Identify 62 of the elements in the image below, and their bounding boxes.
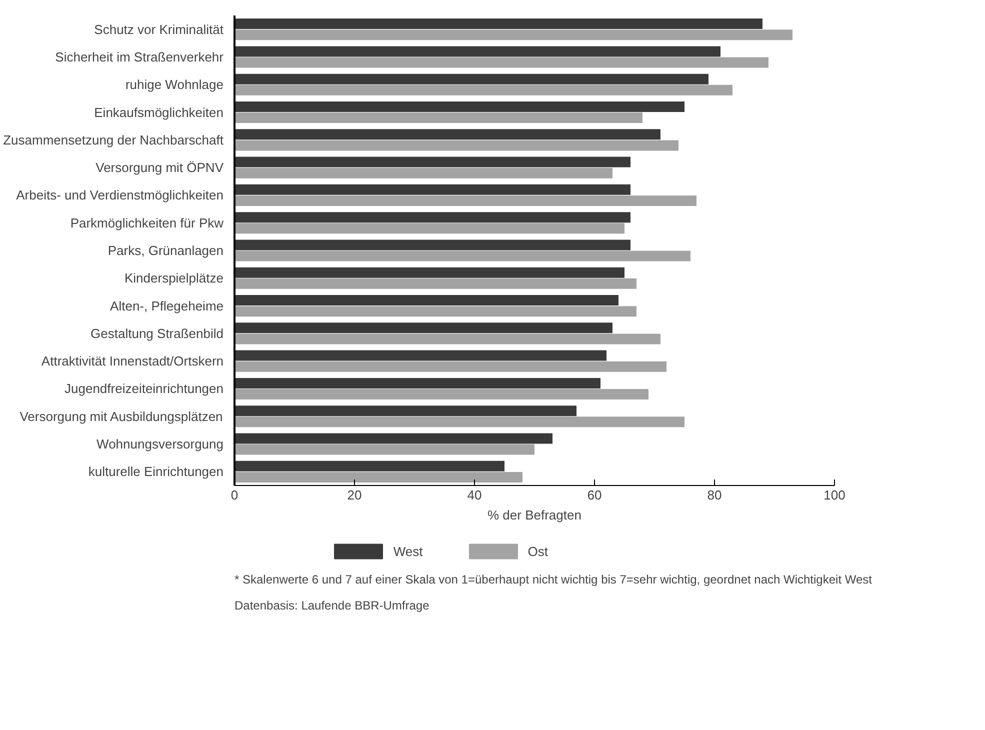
- bar: [234, 184, 630, 195]
- bar: [234, 460, 504, 472]
- y-tick-label: Schutz vor Kriminalität: [94, 22, 224, 37]
- bar: [234, 433, 552, 444]
- x-tick-label: 0: [230, 488, 238, 502]
- legend-label: West: [393, 544, 423, 558]
- bar: [234, 406, 576, 416]
- y-tick-label: Kinderspielplätze: [124, 270, 224, 286]
- bar: [234, 212, 630, 223]
- bar: [234, 223, 624, 234]
- x-tick-label: 80: [707, 488, 722, 502]
- y-tick-label: Gestaltung Straßenbild: [90, 326, 224, 341]
- y-tick-label: ruhige Wohnlage: [125, 77, 224, 92]
- bar: [234, 46, 720, 57]
- bar: [234, 416, 684, 428]
- bar: [234, 334, 660, 344]
- y-tick-label: Zusammensetzung der Nachbarschaft: [3, 132, 224, 148]
- y-tick-label: Versorgung mit ÖPNV: [96, 160, 224, 176]
- y-tick-label: Arbeits- und Verdienstmöglichkeiten: [16, 188, 224, 203]
- y-tick-label: Parkmöglichkeiten für Pkw: [70, 215, 224, 230]
- bar: [234, 112, 642, 124]
- bar: [234, 57, 768, 68]
- bar: [234, 74, 708, 84]
- bar: [234, 472, 522, 482]
- bar: [234, 306, 636, 317]
- bar: [234, 444, 534, 455]
- y-tick-label: Sicherheit im Straßenverkehr: [55, 49, 224, 64]
- bar: [234, 156, 630, 168]
- bar: [234, 101, 684, 112]
- y-tick-label: kulturelle Einrichtungen: [88, 464, 224, 480]
- legend-label: Ost: [528, 544, 548, 558]
- bar: [234, 84, 732, 96]
- bar: [234, 378, 600, 388]
- bar: [234, 295, 618, 306]
- bar: [234, 278, 636, 289]
- text: * Skalenwerte 6 und 7 auf einer Skala von 1=überhaupt nicht wichtig bis 7=sehr wichtig, geordnet nach Wichtigkeit West: [234, 572, 873, 586]
- bar: [234, 361, 666, 372]
- x-axis-title: % der Befragten: [488, 508, 582, 522]
- bar: [234, 240, 630, 250]
- text: Datenbasis: Laufende BBR-Umfrage: [234, 598, 430, 612]
- bar: [234, 18, 762, 30]
- x-tick-label: 60: [587, 488, 602, 502]
- x-tick-label: 20: [347, 488, 362, 502]
- y-tick-label: Jugendfreizeiteinrichtungen: [64, 381, 224, 396]
- bar: [234, 389, 648, 400]
- x-tick-label: 100: [824, 488, 846, 502]
- bar: [234, 129, 660, 140]
- bar: [234, 350, 606, 361]
- y-tick-label: Alten-, Pflegeheime: [110, 298, 224, 314]
- x-tick-label: 40: [467, 488, 482, 502]
- bar: [234, 168, 612, 178]
- bar: [234, 195, 696, 206]
- bar: [234, 322, 612, 334]
- bar: [234, 140, 678, 151]
- y-tick-label: Wohnungsversorgung: [96, 436, 224, 452]
- y-tick-label: Parks, Grünanlagen: [108, 243, 224, 258]
- y-tick-label: Attraktivität Innenstadt/Ortskern: [41, 354, 224, 369]
- bar: [234, 267, 624, 278]
- y-tick-label: Versorgung mit Ausbildungsplätzen: [20, 408, 223, 424]
- bar: [234, 250, 690, 262]
- bar: [234, 30, 792, 40]
- y-tick-label: Einkaufsmöglichkeiten: [94, 104, 224, 120]
